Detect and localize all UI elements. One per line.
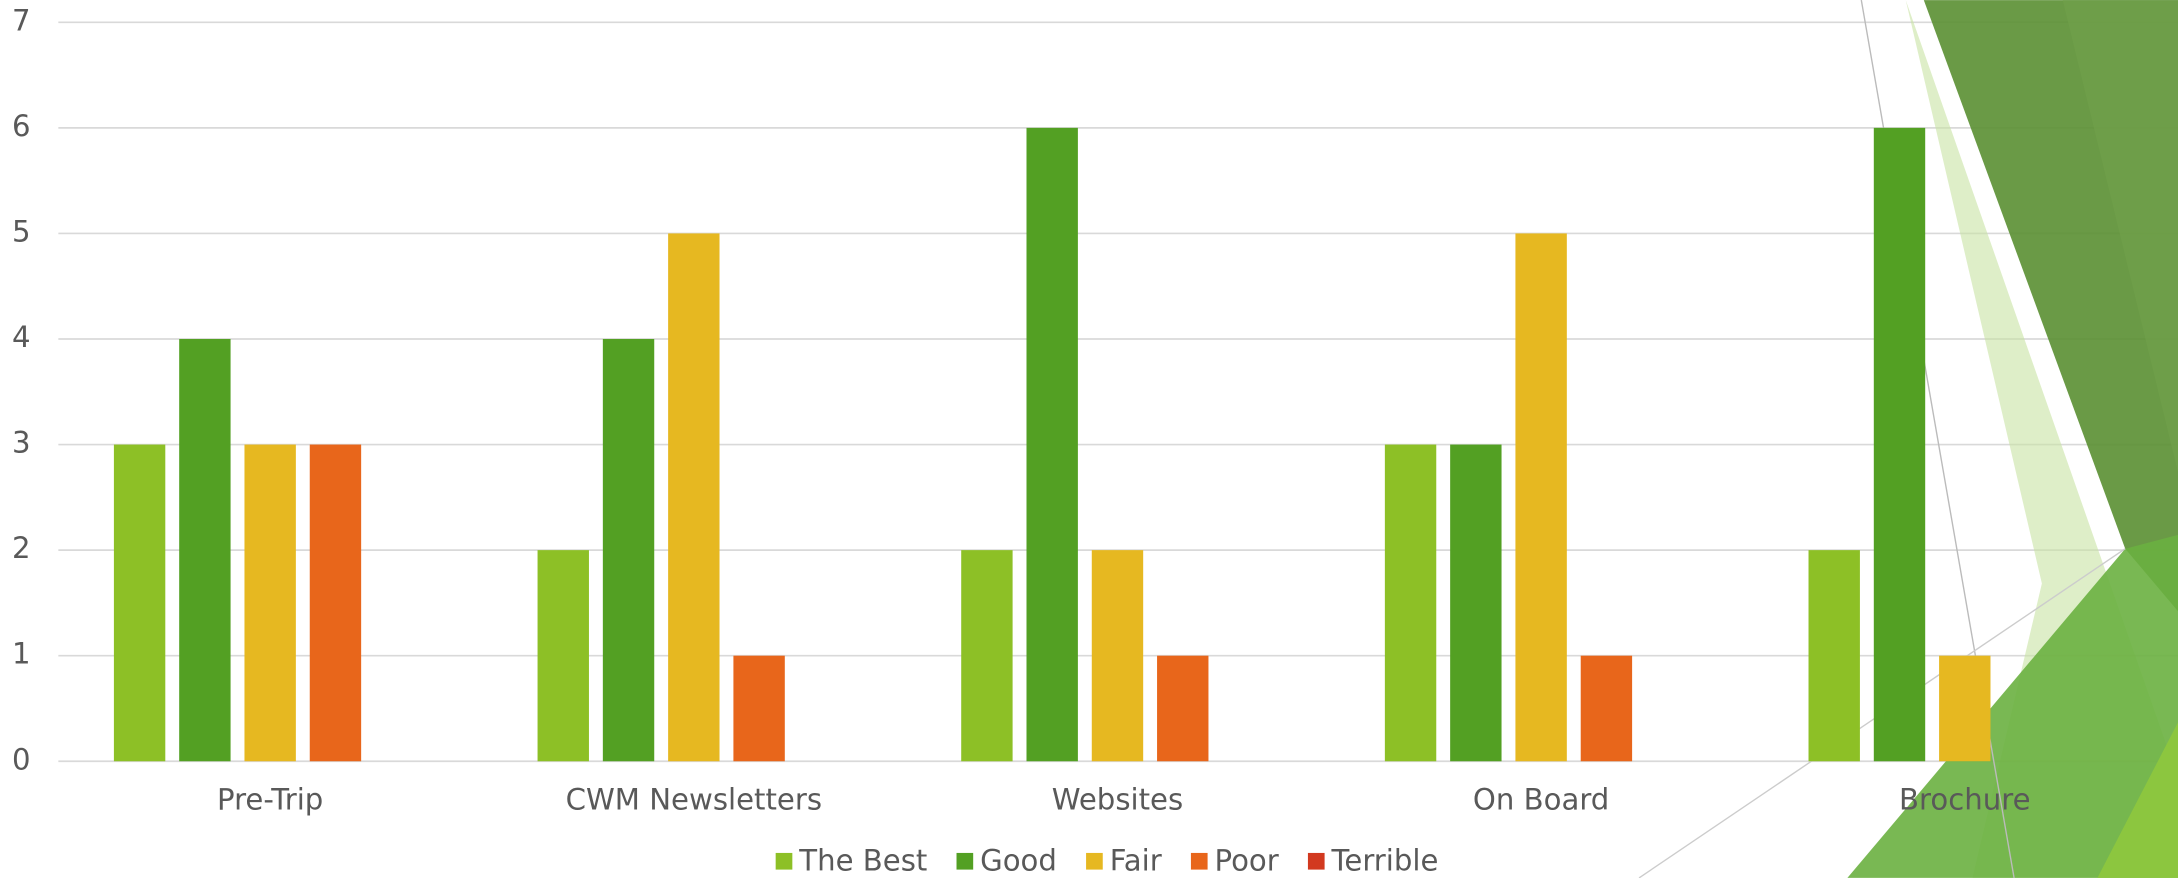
bar	[310, 445, 361, 762]
bar	[1515, 233, 1566, 761]
legend-label: Fair	[1110, 844, 1162, 878]
legend-swatch	[776, 853, 793, 870]
y-tick-label: 6	[12, 109, 31, 143]
bar	[1026, 128, 1077, 761]
bar	[1450, 445, 1501, 762]
legend-label: Poor	[1215, 844, 1279, 878]
x-tick-label: Pre-Trip	[217, 783, 323, 817]
bar	[603, 339, 654, 761]
legend-label: Good	[980, 844, 1057, 878]
bar	[1157, 656, 1208, 762]
y-tick-label: 7	[12, 3, 31, 37]
bar	[179, 339, 230, 761]
legend-swatch	[1191, 853, 1208, 870]
bar	[1874, 128, 1925, 761]
bar	[1939, 656, 1990, 762]
bar	[668, 233, 719, 761]
legend-item: The Best	[776, 844, 928, 878]
bar	[961, 550, 1012, 761]
x-tick-label: Brochure	[1899, 783, 2030, 817]
bar	[244, 445, 295, 762]
bar	[733, 656, 784, 762]
bar	[1809, 550, 1860, 761]
bar	[538, 550, 589, 761]
legend-item: Poor	[1191, 844, 1279, 878]
legend-item: Fair	[1086, 844, 1162, 878]
y-tick-label: 4	[12, 320, 31, 354]
x-tick-label: On Board	[1473, 783, 1609, 817]
legend-swatch	[1308, 853, 1325, 870]
legend-label: The Best	[798, 844, 927, 878]
bar	[1092, 550, 1143, 761]
legend-item: Good	[957, 844, 1057, 878]
y-tick-label: 3	[12, 426, 31, 460]
legend-swatch	[957, 853, 974, 870]
bar	[1385, 445, 1436, 762]
chart: 0 1 2 3 4 5 6 7 Pre-Trip CWM Newsletters Websites O…	[0, 0, 2178, 878]
x-tick-label: Websites	[1052, 783, 1183, 817]
x-tick-label: CWM Newsletters	[566, 783, 822, 817]
bar	[114, 445, 165, 762]
legend-swatch	[1086, 853, 1103, 870]
legend-item: Terrible	[1308, 844, 1439, 878]
y-tick-label: 2	[12, 531, 31, 565]
bar	[1581, 656, 1632, 762]
y-tick-label: 0	[12, 742, 31, 776]
y-tick-label: 5	[12, 214, 31, 248]
legend-label: Terrible	[1331, 844, 1439, 878]
plot: 0 1 2 3 4 5 6 7 Pre-Trip CWM Newsletters Websites O…	[12, 3, 2031, 877]
y-tick-label: 1	[12, 637, 31, 671]
page: {"chart_data": {"type": "bar", "categori…	[0, 0, 2178, 878]
